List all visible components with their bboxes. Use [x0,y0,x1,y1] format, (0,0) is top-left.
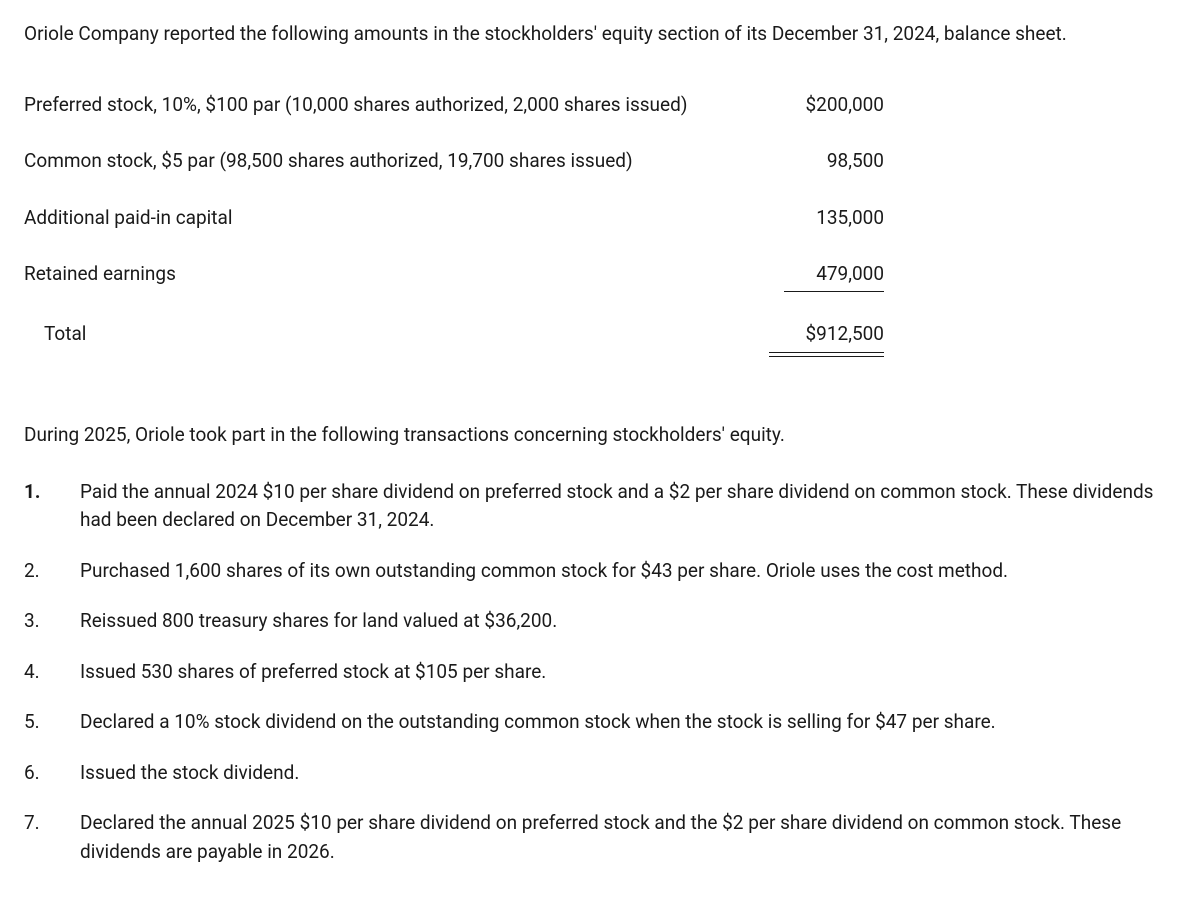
transaction-text: Paid the annual 2024 $10 per share divid… [80,478,1176,535]
equity-row: Additional paid-in capital 135,000 [24,190,1176,247]
list-item: 1. Paid the annual 2024 $10 per share di… [24,478,1176,535]
intro-paragraph: Oriole Company reported the following am… [24,20,1176,49]
equity-label: Common stock, $5 par (98,500 shares auth… [24,147,769,176]
transactions-list: 1. Paid the annual 2024 $10 per share di… [24,478,1176,867]
transaction-number: 1. [24,478,80,535]
equity-label: Preferred stock, 10%, $100 par (10,000 s… [24,91,769,120]
equity-label: Retained earnings [24,260,769,289]
transaction-text: Declared a 10% stock dividend on the out… [80,708,1176,737]
equity-label: Additional paid-in capital [24,204,769,233]
transaction-text: Purchased 1,600 shares of its own outsta… [80,557,1176,586]
transaction-number: 7. [24,809,80,866]
transactions-intro: During 2025, Oriole took part in the fol… [24,421,1176,450]
equity-value: 479,000 [769,260,884,292]
list-item: 2. Purchased 1,600 shares of its own out… [24,557,1176,586]
transaction-number: 3. [24,607,80,636]
list-item: 4. Issued 530 shares of preferred stock … [24,658,1176,687]
list-item: 6. Issued the stock dividend. [24,759,1176,788]
equity-value: 98,500 [769,147,884,176]
transaction-number: 5. [24,708,80,737]
transaction-number: 6. [24,759,80,788]
equity-row: Common stock, $5 par (98,500 shares auth… [24,133,1176,190]
equity-total-value: $912,500 [769,320,884,358]
equity-table: Preferred stock, 10%, $100 par (10,000 s… [24,77,1176,372]
equity-total-label: Total [24,320,769,349]
transaction-text: Declared the annual 2025 $10 per share d… [80,809,1176,866]
transaction-number: 4. [24,658,80,687]
list-item: 7. Declared the annual 2025 $10 per shar… [24,809,1176,866]
transaction-number: 2. [24,557,80,586]
equity-total-row: Total $912,500 [24,306,1176,372]
transaction-text: Issued the stock dividend. [80,759,1176,788]
transaction-text: Issued 530 shares of preferred stock at … [80,658,1176,687]
equity-row: Preferred stock, 10%, $100 par (10,000 s… [24,77,1176,134]
list-item: 5. Declared a 10% stock dividend on the … [24,708,1176,737]
list-item: 3. Reissued 800 treasury shares for land… [24,607,1176,636]
transaction-text: Reissued 800 treasury shares for land va… [80,607,1176,636]
equity-row: Retained earnings 479,000 [24,246,1176,306]
equity-value: $200,000 [769,91,884,120]
equity-value: 135,000 [769,204,884,233]
